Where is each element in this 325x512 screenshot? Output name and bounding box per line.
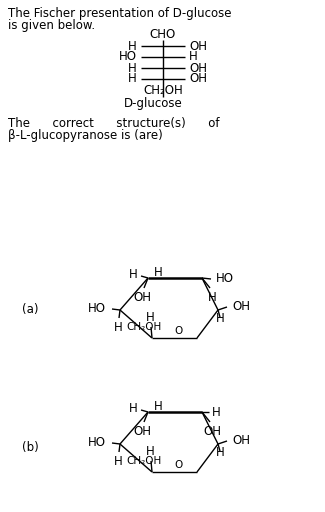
Text: The      correct      structure(s)      of: The correct structure(s) of xyxy=(8,117,219,130)
Text: (a): (a) xyxy=(22,304,38,316)
Text: O: O xyxy=(175,460,183,470)
Text: OH: OH xyxy=(189,73,207,86)
Text: The Fischer presentation of D-glucose: The Fischer presentation of D-glucose xyxy=(8,7,231,20)
Text: OH: OH xyxy=(203,425,221,438)
Text: OH: OH xyxy=(232,300,250,312)
Text: H: H xyxy=(215,446,224,459)
Text: CH₂OH: CH₂OH xyxy=(126,322,162,332)
Text: H: H xyxy=(129,402,138,416)
Text: H: H xyxy=(212,406,221,418)
Text: CH₂OH: CH₂OH xyxy=(143,84,183,97)
Text: H: H xyxy=(114,455,123,468)
Text: H: H xyxy=(114,321,123,334)
Text: HO: HO xyxy=(216,272,234,286)
Text: (b): (b) xyxy=(22,441,39,455)
Text: OH: OH xyxy=(133,425,151,438)
Text: H: H xyxy=(129,268,138,282)
Text: OH: OH xyxy=(133,291,151,304)
Text: H: H xyxy=(128,39,137,53)
Text: is given below.: is given below. xyxy=(8,19,95,32)
Text: HO: HO xyxy=(88,302,106,314)
Text: HO: HO xyxy=(88,436,106,449)
Text: OH: OH xyxy=(189,61,207,75)
Text: D-glucose: D-glucose xyxy=(124,97,182,111)
Text: β-L-glucopyranose is (are): β-L-glucopyranose is (are) xyxy=(8,129,163,142)
Text: H: H xyxy=(128,73,137,86)
Text: CH₂OH: CH₂OH xyxy=(126,456,162,466)
Text: H: H xyxy=(154,266,163,279)
Text: H: H xyxy=(128,61,137,75)
Text: H: H xyxy=(146,311,154,324)
Text: OH: OH xyxy=(232,434,250,446)
Text: OH: OH xyxy=(189,39,207,53)
Text: CHO: CHO xyxy=(150,29,176,41)
Text: H: H xyxy=(208,291,216,304)
Text: H: H xyxy=(154,399,163,413)
Text: O: O xyxy=(175,326,183,336)
Text: H: H xyxy=(215,312,224,326)
Text: H: H xyxy=(146,445,154,458)
Text: H: H xyxy=(189,51,198,63)
Text: HO: HO xyxy=(119,51,137,63)
